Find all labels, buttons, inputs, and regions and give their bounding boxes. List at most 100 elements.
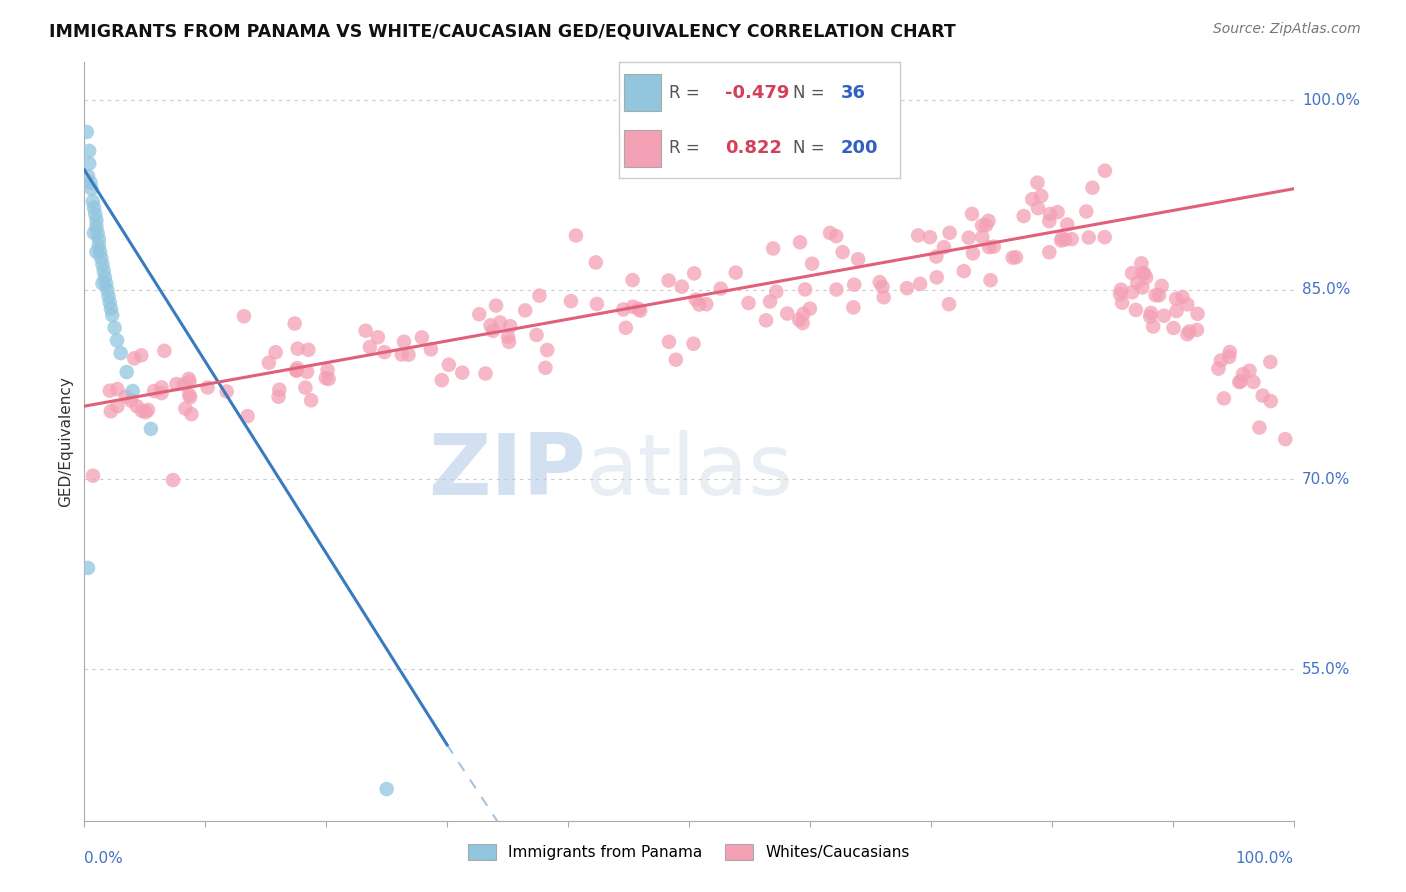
Point bbox=[1177, 327, 1199, 342]
Point bbox=[825, 283, 848, 297]
Point bbox=[1005, 250, 1028, 264]
Point bbox=[801, 257, 824, 271]
Point bbox=[86, 213, 108, 227]
Text: R =: R = bbox=[669, 139, 700, 157]
Point bbox=[232, 310, 254, 324]
Point bbox=[143, 384, 166, 398]
Point bbox=[614, 320, 637, 334]
Point bbox=[179, 388, 201, 402]
Point bbox=[1140, 306, 1163, 320]
Point bbox=[1209, 353, 1232, 368]
Point bbox=[515, 303, 537, 318]
Point bbox=[1166, 304, 1188, 318]
Point bbox=[1054, 233, 1077, 247]
Point bbox=[695, 297, 717, 311]
Point bbox=[285, 361, 308, 376]
Point bbox=[498, 334, 520, 349]
Point bbox=[1109, 283, 1132, 297]
Point bbox=[86, 226, 108, 240]
Point bbox=[316, 363, 339, 377]
Point bbox=[1132, 266, 1154, 280]
Point bbox=[173, 377, 195, 392]
Point bbox=[794, 282, 817, 296]
Point bbox=[105, 334, 128, 348]
Point bbox=[1060, 232, 1083, 246]
Point bbox=[496, 330, 519, 344]
Point bbox=[1232, 368, 1254, 382]
Point bbox=[671, 279, 693, 293]
Point bbox=[98, 295, 121, 310]
Point bbox=[104, 320, 127, 334]
Point bbox=[91, 277, 114, 291]
Point bbox=[131, 404, 153, 418]
Point bbox=[479, 318, 502, 333]
Point bbox=[87, 238, 110, 252]
Point bbox=[430, 373, 453, 387]
Point bbox=[284, 317, 307, 331]
Point bbox=[983, 240, 1005, 254]
Point bbox=[938, 226, 960, 240]
Point bbox=[1081, 180, 1104, 194]
Point bbox=[267, 390, 290, 404]
Point bbox=[1111, 295, 1133, 310]
Point bbox=[962, 246, 984, 260]
Point bbox=[560, 294, 582, 309]
Point bbox=[873, 290, 896, 304]
Point bbox=[174, 401, 197, 416]
Point bbox=[787, 313, 810, 327]
Point bbox=[89, 244, 111, 259]
Point bbox=[665, 352, 688, 367]
Point bbox=[842, 301, 865, 315]
Point bbox=[285, 364, 308, 378]
Point bbox=[1125, 302, 1147, 317]
Point bbox=[77, 156, 100, 170]
Point bbox=[94, 270, 117, 285]
Point bbox=[257, 356, 280, 370]
Point bbox=[534, 360, 557, 375]
Point bbox=[107, 399, 129, 413]
Point bbox=[451, 366, 474, 380]
Point bbox=[970, 219, 993, 233]
Point bbox=[86, 219, 108, 234]
Text: R =: R = bbox=[669, 84, 700, 102]
Point bbox=[585, 255, 607, 269]
Bar bbox=[624, 129, 661, 167]
Point bbox=[125, 399, 148, 413]
Point bbox=[474, 367, 496, 381]
Point bbox=[1178, 325, 1201, 339]
Point bbox=[846, 252, 869, 267]
Point bbox=[1153, 309, 1175, 323]
Point bbox=[489, 316, 512, 330]
Point bbox=[180, 407, 202, 421]
Point bbox=[83, 201, 105, 215]
Point bbox=[658, 334, 681, 349]
Text: ZIP: ZIP bbox=[429, 430, 586, 514]
Point bbox=[98, 384, 121, 398]
Point bbox=[297, 343, 319, 357]
Point bbox=[1260, 394, 1282, 409]
Point bbox=[1056, 218, 1078, 232]
Point bbox=[93, 264, 115, 278]
Point bbox=[129, 348, 152, 362]
Point bbox=[100, 301, 122, 316]
Point bbox=[354, 324, 377, 338]
Point bbox=[110, 346, 132, 360]
Point bbox=[974, 218, 997, 232]
Point bbox=[1109, 287, 1132, 301]
Point bbox=[529, 288, 551, 302]
Text: 36: 36 bbox=[841, 84, 866, 102]
Point bbox=[120, 393, 142, 408]
Text: 0.0%: 0.0% bbox=[84, 851, 124, 866]
Point bbox=[83, 226, 105, 240]
Point bbox=[759, 294, 782, 309]
Text: 55.0%: 55.0% bbox=[1302, 662, 1350, 676]
Point bbox=[419, 343, 441, 357]
Point bbox=[1227, 375, 1250, 389]
Text: 0.822: 0.822 bbox=[725, 139, 783, 157]
Point bbox=[359, 340, 381, 354]
Point bbox=[627, 301, 650, 316]
Point bbox=[1135, 270, 1157, 285]
Point bbox=[1026, 176, 1049, 190]
Point bbox=[1001, 251, 1024, 265]
Text: 70.0%: 70.0% bbox=[1302, 472, 1350, 487]
